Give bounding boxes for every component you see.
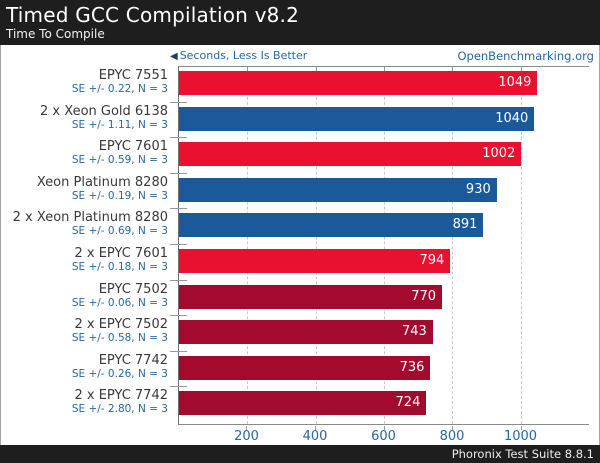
x-tick-label: 600 — [371, 429, 396, 444]
less-is-better-arrow-icon: ◀ — [170, 51, 178, 62]
grid-line — [384, 67, 385, 424]
result-bar: 1040 — [179, 106, 535, 131]
x-axis-tick — [314, 426, 316, 430]
axis-row-tick — [170, 244, 187, 245]
row-cpu-label: EPYC 7742 — [98, 352, 168, 368]
chart-subtitle: Time To Compile — [6, 27, 105, 41]
top-axis-tick — [315, 67, 317, 72]
axis-row-tick — [170, 386, 187, 388]
axis-row-tick — [170, 279, 187, 281]
axis-row-tick — [170, 137, 187, 139]
result-bar: 724 — [179, 391, 427, 416]
bar-value-label: 743 — [402, 324, 427, 340]
chart-header: Timed GCC Compilation v8.2 Time To Compi… — [0, 0, 600, 45]
row-se-label: SE +/- 0.06, N = 3 — [71, 296, 168, 309]
bar-value-label: 891 — [452, 217, 478, 233]
row-cpu-label: EPYC 7601 — [98, 139, 168, 155]
chart-title: Timed GCC Compilation v8.2 — [6, 3, 300, 27]
row-label: EPYC 7551 SE +/- 0.22, N = 3 — [1, 68, 168, 96]
row-cpu-label: Xeon Platinum 8280 — [36, 174, 168, 190]
result-bar: 770 — [179, 284, 443, 309]
row-label: 2 x EPYC 7601 SE +/- 0.18, N = 3 — [1, 246, 168, 274]
x-axis: 200 400 600 800 1000 — [178, 426, 589, 445]
row-label: EPYC 7742 SE +/- 0.26, N = 3 — [1, 353, 168, 381]
bar-value-label: 1049 — [498, 75, 532, 90]
row-cpu-label: EPYC 7502 — [98, 281, 168, 297]
row-label: Xeon Platinum 8280 SE +/- 0.19, N = 3 — [1, 175, 168, 203]
grid-line — [452, 67, 454, 424]
axis-row-tick — [170, 315, 187, 317]
grid-line — [520, 67, 522, 424]
axis-row-tick — [170, 208, 187, 210]
x-axis-tick — [520, 426, 522, 430]
row-cpu-label: 2 x EPYC 7742 — [74, 388, 168, 404]
bar-value-label: 770 — [411, 288, 437, 304]
x-tick-label: 400 — [302, 429, 328, 444]
top-axis-tick — [247, 67, 249, 72]
plot-area: 1049 1040 1002 930 891 794 770 743 736 724 — [170, 66, 589, 425]
x-tick-label: 1000 — [503, 429, 538, 444]
row-se-label: SE +/- 0.26, N = 3 — [71, 367, 168, 380]
row-cpu-label: 2 x EPYC 7502 — [74, 317, 168, 333]
row-label: 2 x Xeon Platinum 8280 SE +/- 0.69, N = 3 — [1, 210, 168, 238]
row-label: 2 x EPYC 7502 SE +/- 0.58, N = 3 — [1, 317, 168, 345]
row-cpu-label: 2 x Xeon Gold 6138 — [40, 103, 168, 119]
axis-row-tick — [170, 350, 187, 352]
x-axis-tick — [383, 426, 385, 430]
row-se-label: SE +/- 0.19, N = 3 — [71, 189, 168, 202]
x-axis-tick — [246, 426, 248, 430]
bar-value-label: 724 — [395, 395, 421, 411]
row-label-column: EPYC 7551 SE +/- 0.22, N = 3 2 x Xeon Gold… — [1, 66, 172, 425]
row-se-label: SE +/- 0.18, N = 3 — [71, 261, 168, 273]
row-label: 2 x EPYC 7742 SE +/- 2.80, N = 3 — [1, 388, 168, 416]
grid-line — [315, 67, 317, 424]
x-axis-tick — [451, 426, 453, 430]
top-axis-tick — [520, 67, 522, 72]
bar-value-label: 930 — [465, 181, 491, 197]
result-bar: 743 — [179, 320, 433, 345]
row-cpu-label: 2 x Xeon Platinum 8280 — [12, 210, 168, 226]
bar-value-label: 1002 — [482, 146, 516, 162]
row-se-label: SE +/- 2.80, N = 3 — [71, 403, 168, 416]
axis-unit-hint-label: Seconds, Less Is Better — [179, 49, 308, 62]
row-se-label: SE +/- 0.22, N = 3 — [71, 83, 168, 95]
top-axis-tick — [384, 67, 385, 72]
row-se-label: SE +/- 0.69, N = 3 — [71, 225, 168, 238]
openbenchmarking-link[interactable]: OpenBenchmarking.org — [457, 49, 594, 63]
top-axis-tick — [452, 67, 454, 72]
row-label: EPYC 7601 SE +/- 0.59, N = 3 — [1, 139, 168, 167]
grid-line — [247, 67, 249, 424]
result-bar: 1049 — [179, 71, 538, 95]
row-se-label: SE +/- 1.11, N = 3 — [71, 118, 168, 131]
bar-value-label: 736 — [399, 359, 425, 375]
result-bar: 1002 — [179, 142, 522, 167]
result-bar: 736 — [179, 355, 431, 380]
result-bar: 891 — [179, 213, 484, 238]
bar-value-label: 1040 — [495, 110, 529, 126]
row-se-label: SE +/- 0.58, N = 3 — [71, 332, 168, 345]
result-bar: 794 — [179, 249, 451, 273]
row-label: EPYC 7502 SE +/- 0.06, N = 3 — [1, 282, 168, 310]
row-label: 2 x Xeon Gold 6138 SE +/- 1.11, N = 3 — [1, 104, 168, 132]
axis-unit-hint: ◀ Seconds, Less Is Better — [170, 49, 307, 62]
row-cpu-label: 2 x EPYC 7601 — [74, 246, 168, 261]
bar-value-label: 794 — [419, 253, 445, 268]
x-tick-label: 800 — [439, 429, 465, 444]
result-bar: 930 — [179, 177, 497, 202]
row-se-label: SE +/- 0.59, N = 3 — [71, 154, 168, 167]
axis-row-tick — [170, 101, 187, 103]
chart-panel: ◀ Seconds, Less Is Better OpenBenchmarkin… — [0, 45, 600, 445]
chart-footer: Phoronix Test Suite 8.8.1 — [0, 445, 600, 463]
x-tick-label: 200 — [234, 429, 259, 444]
row-cpu-label: EPYC 7551 — [98, 68, 168, 83]
phoronix-version-label: Phoronix Test Suite 8.8.1 — [451, 447, 594, 461]
axis-row-tick — [170, 172, 187, 174]
